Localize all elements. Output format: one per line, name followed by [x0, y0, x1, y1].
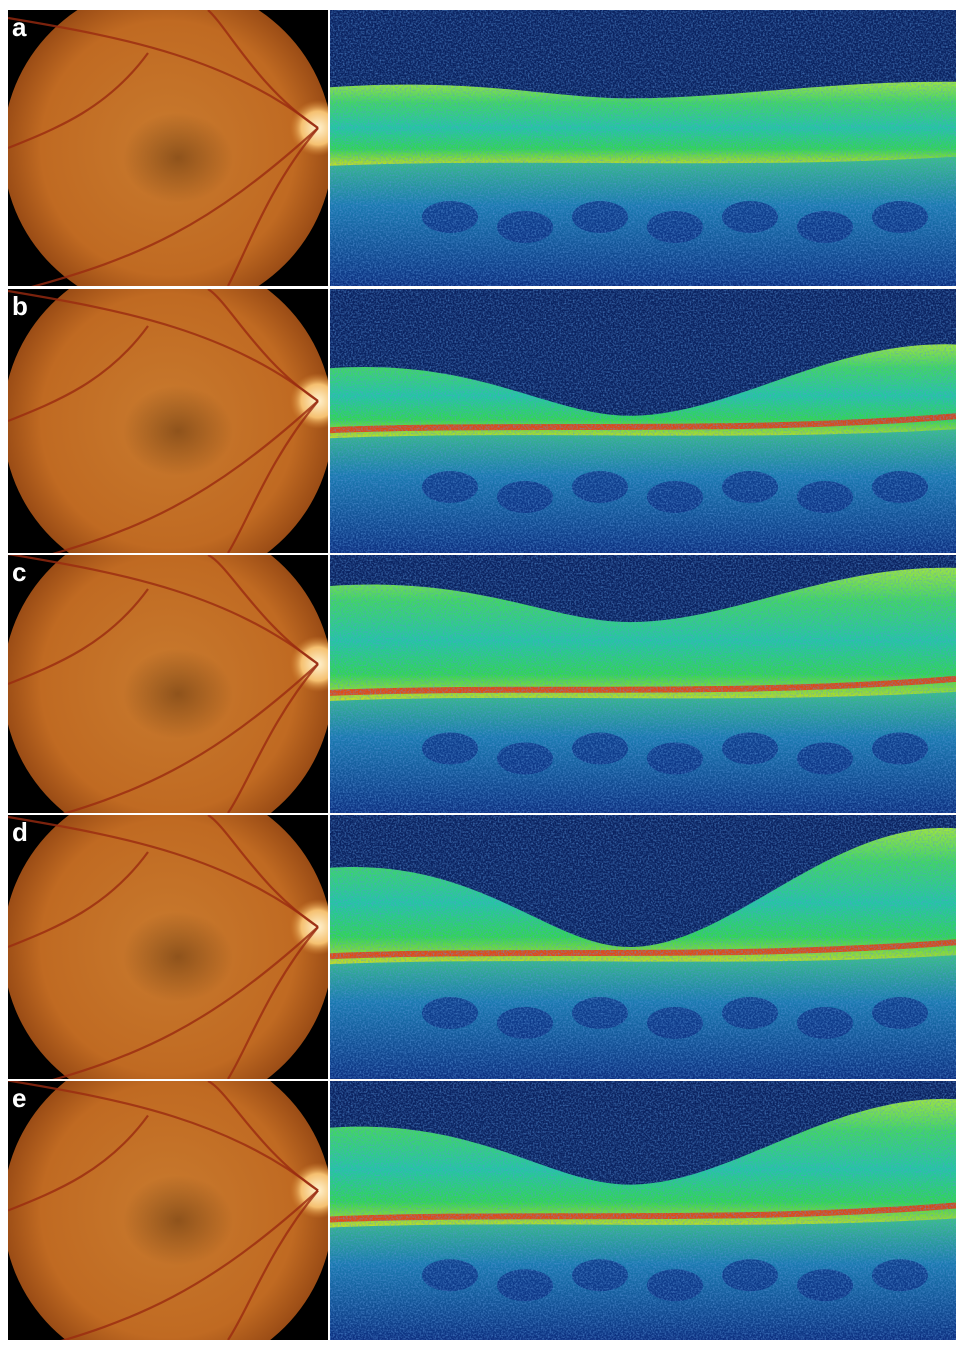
oct-scan [330, 1081, 956, 1340]
oct-scan [330, 815, 956, 1079]
panel-label: c [12, 557, 26, 587]
panel: a [3, 0, 956, 313]
figure: a b c d e [0, 0, 956, 1349]
panel: d [3, 782, 956, 1112]
speckle [330, 555, 956, 813]
oct-scan [330, 10, 956, 286]
panel: b [3, 256, 956, 586]
speckle [330, 289, 956, 553]
panel-label: a [12, 12, 27, 42]
panel: c [3, 519, 956, 849]
macula [123, 912, 233, 1002]
speckle [330, 10, 956, 286]
speckle [330, 815, 956, 1079]
macula [123, 386, 233, 476]
speckle [330, 1081, 956, 1340]
macula [123, 113, 233, 203]
macula [123, 649, 233, 739]
panel: e [3, 1046, 956, 1349]
oct-scan [330, 555, 956, 813]
panel-label: e [12, 1083, 26, 1113]
panel-label: d [12, 817, 28, 847]
panel-label: b [12, 291, 28, 321]
macula [123, 1176, 233, 1266]
oct-scan [330, 289, 956, 553]
